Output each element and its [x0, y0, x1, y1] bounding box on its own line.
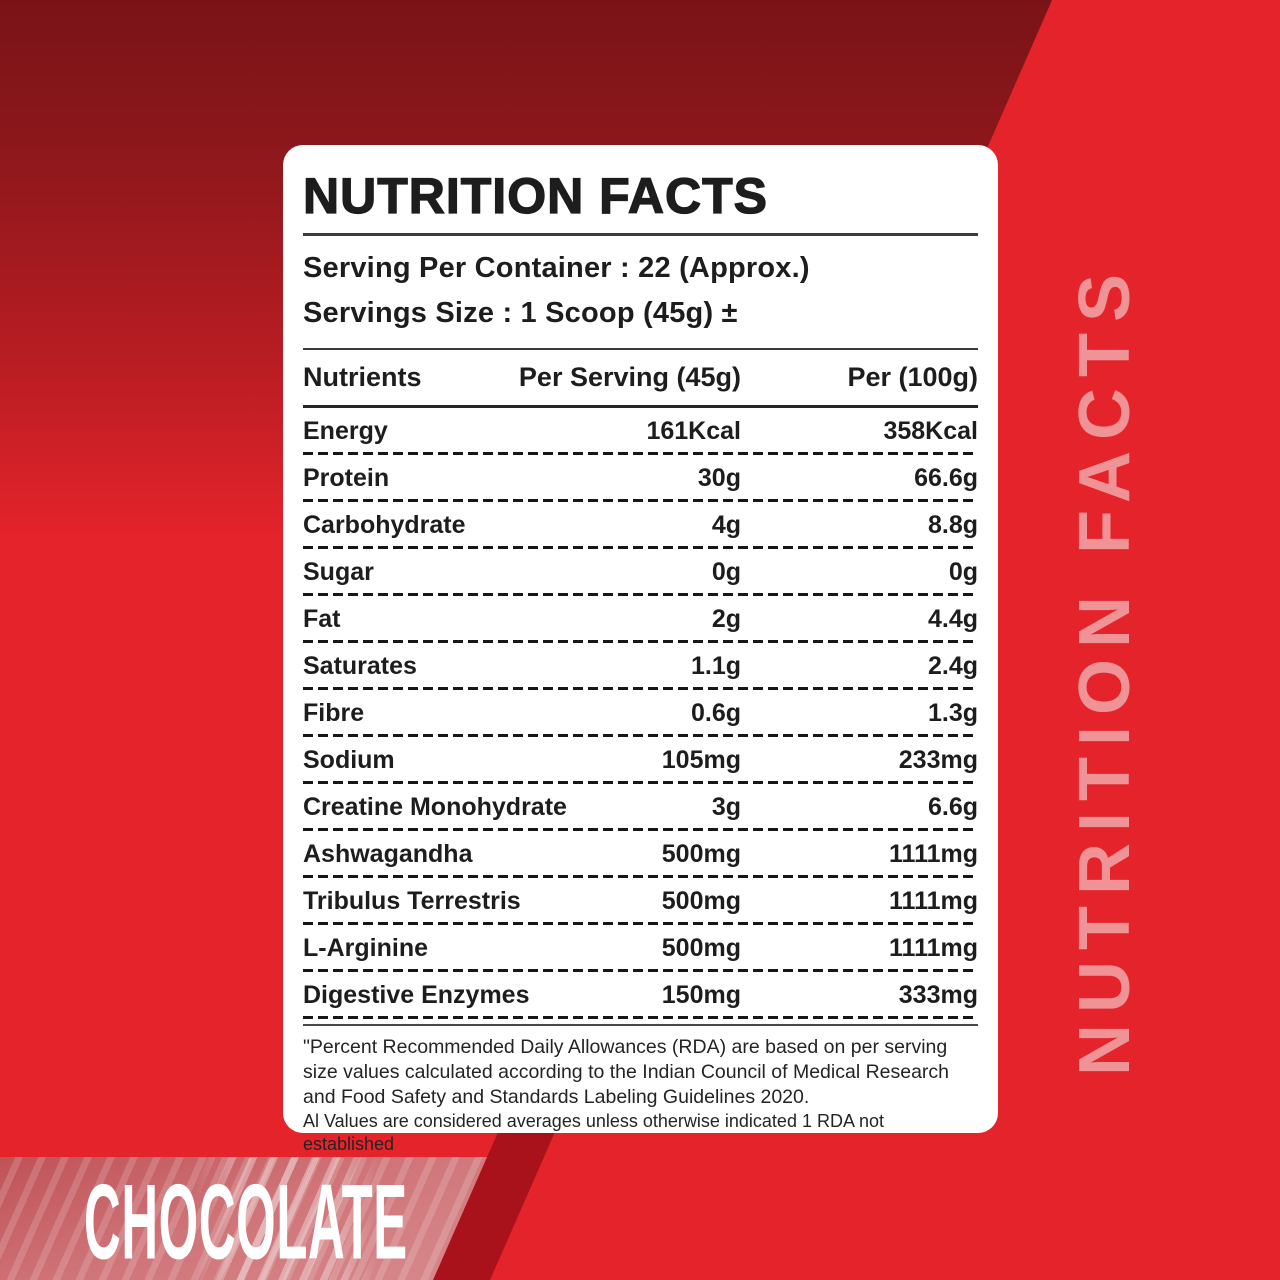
per-100g-value: 1111mg: [889, 934, 978, 962]
serving-info: Serving Per Container : 22 (Approx.) Ser…: [303, 236, 978, 348]
footnote: "Percent Recommended Daily Allowances (R…: [303, 1026, 978, 1156]
vertical-watermark-text: NUTRITION FACTS: [1065, 263, 1145, 1076]
per-serving-value: 30g: [697, 464, 741, 492]
per-100g-value: 66.6g: [914, 464, 978, 492]
table-row: Digestive Enzymes 150mg 333mg: [303, 972, 978, 1019]
per-serving-value: 500mg: [661, 840, 741, 868]
per-100g-value: 1.3g: [927, 699, 978, 727]
table-row: Sugar 0g 0g: [303, 549, 978, 596]
header-nutrients: Nutrients: [303, 362, 422, 392]
flavor-label: CHOCOLATE: [84, 1163, 408, 1280]
per-100g-value: 6.6g: [927, 793, 978, 821]
serving-size: Servings Size : 1 Scoop (45g) ±: [303, 296, 738, 329]
per-serving-value: 105mg: [661, 746, 741, 774]
divider: [303, 233, 978, 236]
per-100g-value: 233mg: [898, 746, 978, 774]
per-serving-value: 0.6g: [690, 699, 741, 727]
nutrient-name: L-Arginine: [303, 934, 428, 962]
per-100g-value: 358Kcal: [883, 417, 978, 445]
per-serving-value: 500mg: [661, 887, 741, 915]
table-row: L-Arginine 500mg 1111mg: [303, 925, 978, 972]
table-row: Carbohydrate 4g 8.8g: [303, 502, 978, 549]
nutrient-name: Fat: [303, 605, 341, 633]
flavor-banner: [0, 1157, 487, 1280]
table-row: Protein 30g 66.6g: [303, 455, 978, 502]
per-serving-value: 4g: [711, 511, 741, 539]
table-header-row: Nutrients Per Serving (45g) Per (100g): [303, 350, 978, 405]
nutrient-name: Sodium: [303, 746, 395, 774]
table-row: Ashwagandha 500mg 1111mg: [303, 831, 978, 878]
table-row: Sodium 105mg 233mg: [303, 737, 978, 784]
table-row: Fat 2g 4.4g: [303, 596, 978, 643]
per-100g-value: 1111mg: [889, 840, 978, 868]
banner-stripes-decoration: [195, 1157, 380, 1280]
header-per-100g: Per (100g): [847, 362, 978, 392]
per-100g-value: 4.4g: [927, 605, 978, 633]
per-serving-value: 150mg: [661, 981, 741, 1009]
nutrient-name: Creatine Monohydrate: [303, 793, 567, 821]
nutrient-name: Energy: [303, 417, 388, 445]
nutrient-name: Digestive Enzymes: [303, 981, 530, 1009]
table-row: Saturates 1.1g 2.4g: [303, 643, 978, 690]
nutrient-name: Saturates: [303, 652, 417, 680]
table-row: Fibre 0.6g 1.3g: [303, 690, 978, 737]
card-title: NUTRITION FACTS: [302, 168, 768, 224]
nutrition-facts-card: NUTRITION FACTS Serving Per Container : …: [283, 145, 998, 1154]
nutrient-name: Protein: [303, 464, 390, 492]
table-row: Energy 161Kcal 358Kcal: [303, 408, 978, 455]
per-100g-value: 0g: [948, 558, 978, 586]
nutrient-name: Carbohydrate: [303, 511, 466, 539]
serving-per-container: Serving Per Container : 22 (Approx.): [303, 251, 810, 284]
nutrient-name: Fibre: [303, 699, 365, 727]
footnote-line: and Food Safety and Standards Labeling G…: [303, 1086, 810, 1108]
per-100g-value: 8.8g: [927, 511, 978, 539]
table-row: Tribulus Terrestris 500mg 1111mg: [303, 878, 978, 925]
divider: [303, 405, 978, 408]
footnote-line: size values calculated according to the …: [303, 1061, 950, 1083]
nutrient-name: Ashwagandha: [303, 840, 473, 868]
nutrient-name: Sugar: [303, 558, 374, 586]
per-serving-value: 0g: [711, 558, 741, 586]
divider: [303, 347, 978, 350]
per-100g-value: 2.4g: [927, 652, 978, 680]
per-serving-value: 1.1g: [690, 652, 741, 680]
footnote-small-line: Al Values are considered averages unless…: [303, 1111, 885, 1154]
per-serving-value: 3g: [711, 793, 741, 821]
divider: [303, 1024, 978, 1026]
per-100g-value: 333mg: [898, 981, 978, 1009]
nutrient-name: Tribulus Terrestris: [303, 887, 521, 915]
header-per-serving: Per Serving (45g): [518, 362, 741, 392]
table-row: Creatine Monohydrate 3g 6.6g: [303, 784, 978, 831]
per-serving-value: 161Kcal: [646, 417, 741, 445]
per-serving-value: 2g: [711, 605, 741, 633]
footnote-line: "Percent Recommended Daily Allowances (R…: [303, 1036, 948, 1058]
per-100g-value: 1111mg: [889, 887, 978, 915]
per-serving-value: 500mg: [661, 934, 741, 962]
